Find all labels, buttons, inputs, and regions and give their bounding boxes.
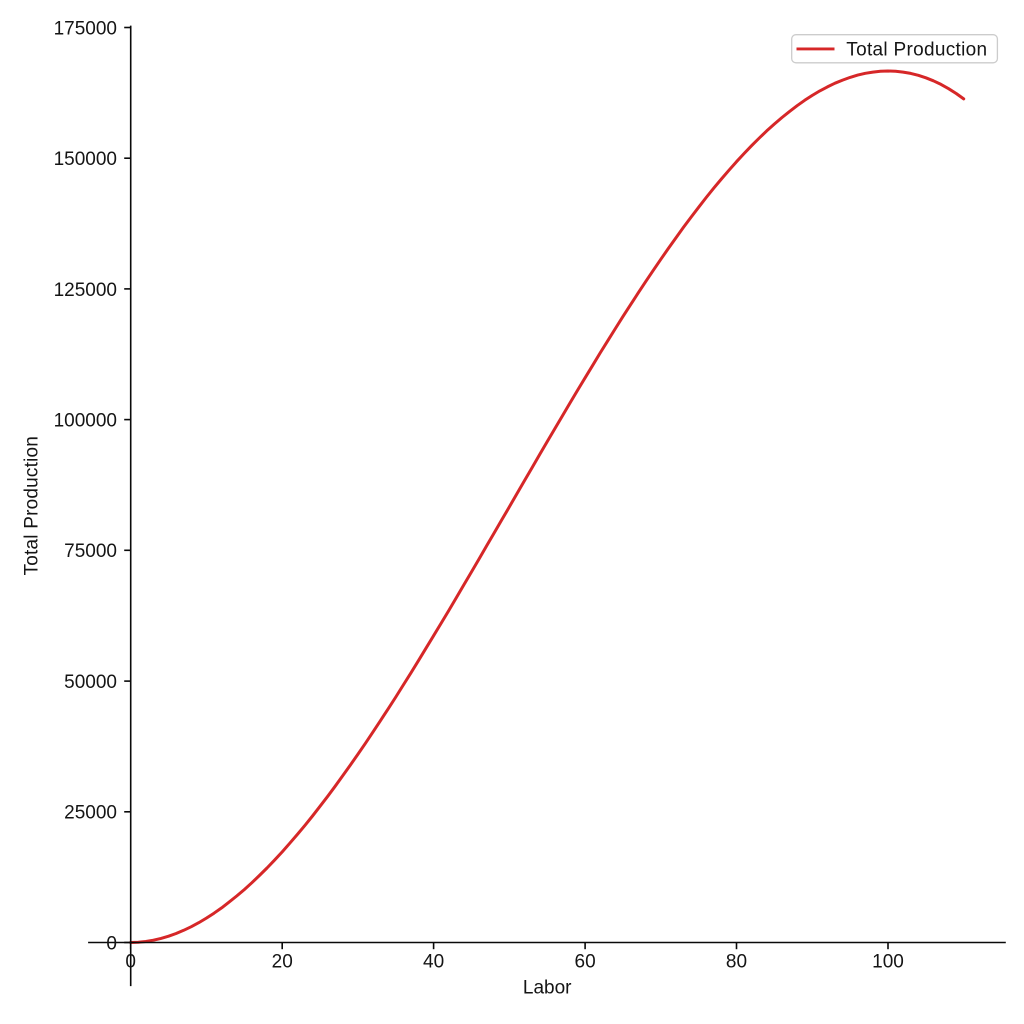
svg-text:Total Production: Total Production (846, 40, 987, 61)
svg-text:75000: 75000 (64, 541, 117, 562)
svg-text:Total Production: Total Production (21, 436, 42, 575)
svg-text:80: 80 (726, 952, 747, 973)
svg-text:175000: 175000 (54, 18, 117, 39)
svg-text:50000: 50000 (64, 672, 117, 693)
svg-text:20: 20 (272, 952, 293, 973)
svg-text:150000: 150000 (54, 149, 117, 170)
svg-text:125000: 125000 (54, 280, 117, 301)
svg-text:Labor: Labor (523, 978, 572, 999)
svg-text:0: 0 (125, 952, 136, 973)
svg-text:40: 40 (423, 952, 444, 973)
svg-text:60: 60 (575, 952, 596, 973)
svg-text:25000: 25000 (64, 803, 117, 824)
svg-text:0: 0 (106, 933, 117, 954)
svg-text:100: 100 (872, 952, 904, 973)
svg-text:100000: 100000 (54, 411, 117, 432)
